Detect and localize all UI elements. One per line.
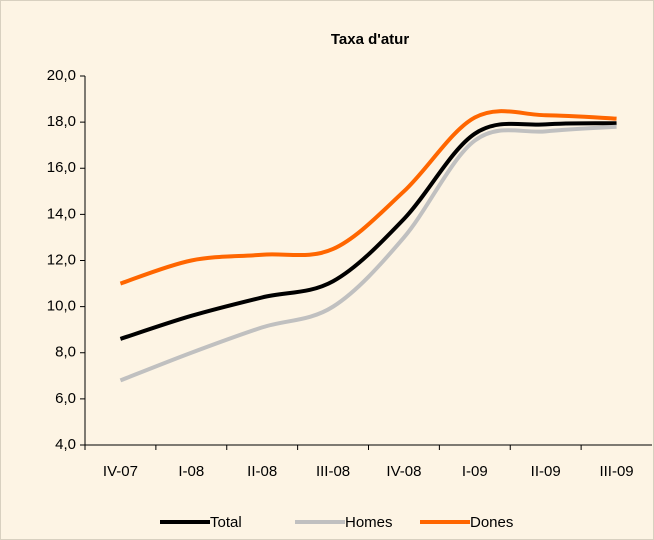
- series-line: [119, 124, 617, 383]
- x-tick-label: III-08: [316, 463, 350, 480]
- y-tick-label: 4,0: [55, 436, 76, 453]
- x-tick-label: II-08: [247, 463, 277, 480]
- y-tick-label: 16,0: [47, 159, 76, 176]
- y-tick-label: 6,0: [55, 390, 76, 407]
- legend-label: Homes: [345, 514, 393, 531]
- legend-label: Total: [210, 514, 242, 531]
- x-tick-label: IV-07: [103, 463, 138, 480]
- y-tick-label: 10,0: [47, 298, 76, 315]
- legend-label: Dones: [470, 514, 513, 531]
- x-tick-label: II-09: [531, 463, 561, 480]
- series-line: [119, 109, 617, 286]
- x-tick-label: III-09: [599, 463, 633, 480]
- y-tick-label: 14,0: [47, 205, 76, 222]
- x-tick-label: IV-08: [386, 463, 421, 480]
- y-tick-label: 12,0: [47, 251, 76, 268]
- y-tick-label: 18,0: [47, 113, 76, 130]
- x-tick-label: I-09: [462, 463, 488, 480]
- chart-title: Taxa d'atur: [331, 31, 409, 48]
- y-tick-label: 20,0: [47, 67, 76, 84]
- y-tick-label: 8,0: [55, 344, 76, 361]
- x-tick-label: I-08: [178, 463, 204, 480]
- series-line: [119, 121, 617, 341]
